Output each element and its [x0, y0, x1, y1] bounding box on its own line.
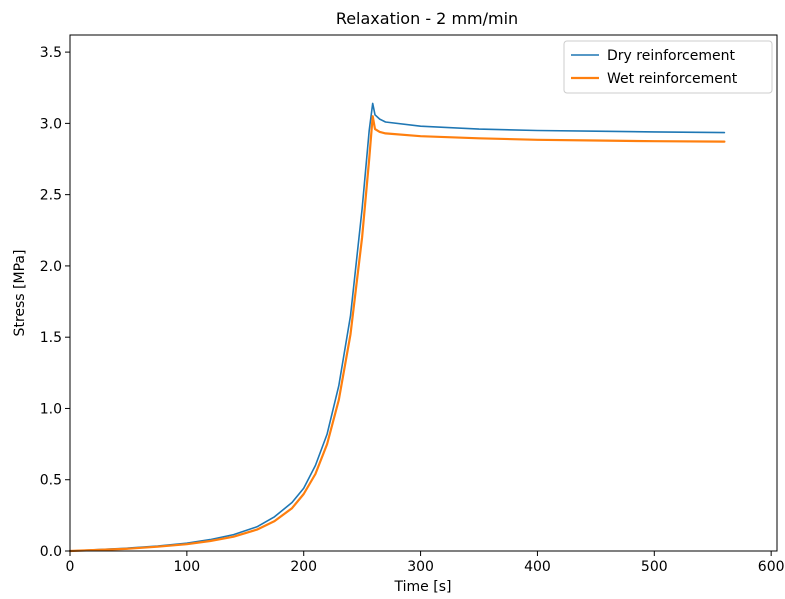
- legend-label: Dry reinforcement: [607, 48, 735, 64]
- plot-area: [68, 102, 726, 553]
- x-tick-label: 200: [290, 559, 317, 575]
- x-axis-ticks: 0 100 200 300 400 500 600: [66, 551, 785, 575]
- x-tick-label: 0: [66, 559, 75, 575]
- y-tick-label: 0.5: [40, 473, 62, 489]
- y-tick-label: 2.0: [40, 259, 62, 275]
- series-line-dry-reinforcement: [69, 102, 726, 552]
- x-axis-label: Time [s]: [394, 579, 452, 595]
- x-tick-label: 600: [758, 559, 785, 575]
- x-tick-label: 400: [524, 559, 551, 575]
- legend-label: Wet reinforcement: [607, 71, 738, 87]
- legend: Dry reinforcement Wet reinforcement: [563, 40, 773, 94]
- plot-frame: [69, 34, 778, 552]
- x-tick-label: 500: [641, 559, 668, 575]
- y-tick-label: 3.5: [40, 45, 62, 61]
- chart-title: Relaxation - 2 mm/min: [336, 9, 518, 28]
- series-line-wet-reinforcement: [68, 115, 726, 553]
- legend-box: [563, 40, 773, 94]
- y-tick-label: 0.0: [40, 544, 62, 560]
- y-tick-label: 2.5: [40, 188, 62, 204]
- x-tick-label: 300: [407, 559, 434, 575]
- y-axis-ticks: 0.0 0.5 1.0 1.5 2.0 2.5 3.0 3.5: [40, 45, 70, 560]
- y-tick-label: 1.5: [40, 330, 62, 346]
- y-tick-label: 3.0: [40, 116, 62, 132]
- y-tick-label: 1.0: [40, 401, 62, 417]
- y-axis-label: Stress [MPa]: [12, 250, 28, 337]
- x-tick-label: 100: [173, 559, 200, 575]
